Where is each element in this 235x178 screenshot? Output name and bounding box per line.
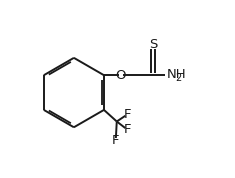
Text: F: F [123,108,131,121]
Text: O: O [116,69,126,82]
Text: NH: NH [167,68,187,81]
Text: 2: 2 [175,73,182,83]
Text: S: S [149,38,157,51]
Text: F: F [123,123,131,136]
Text: F: F [112,134,120,147]
